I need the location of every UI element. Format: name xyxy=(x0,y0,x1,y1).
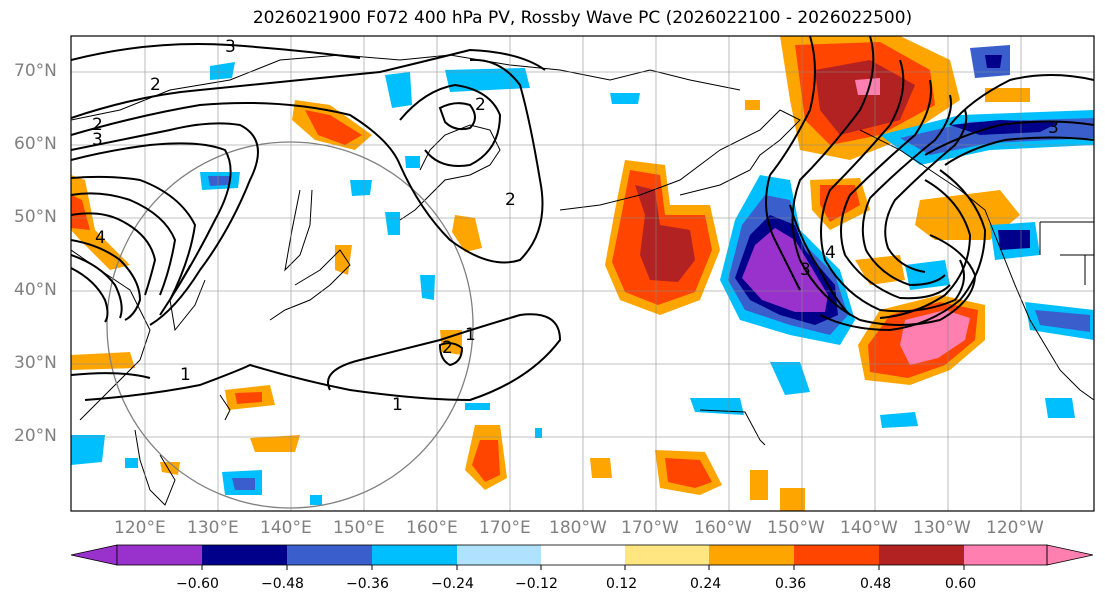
region-circle xyxy=(106,141,474,509)
colorbar-swatch xyxy=(625,545,709,565)
lat-label: 40°N xyxy=(14,280,57,300)
lon-label: 120°E xyxy=(114,518,166,538)
lon-label: 140°E xyxy=(260,518,312,538)
colorbar-tick-label: 0.60 xyxy=(945,576,977,592)
contour-label: 3 xyxy=(92,130,103,150)
colorbar-swatch xyxy=(794,545,879,565)
colorbar-extend-high xyxy=(1046,544,1094,566)
colorbar-tick-label: −0.60 xyxy=(176,576,219,592)
contour-labels: 1 1 1 2 2 2 2 2 3 3 3 3 4 4 xyxy=(92,37,1059,415)
colorbar-swatch xyxy=(457,545,541,565)
contour-label: 4 xyxy=(95,228,106,248)
lat-label: 70°N xyxy=(14,61,57,81)
colorbar-tick-label: 0.48 xyxy=(860,576,892,592)
map-frame xyxy=(70,35,1095,512)
colorbar xyxy=(70,544,1094,570)
lon-label: 170°E xyxy=(479,518,531,538)
colorbar-swatch xyxy=(117,545,202,565)
lon-label: 150°W xyxy=(767,518,825,538)
lat-label: 60°N xyxy=(14,134,57,154)
colorbar-swatch xyxy=(709,545,794,565)
colorbar-swatch xyxy=(541,545,625,565)
contour-label: 4 xyxy=(825,243,836,263)
lat-label: 50°N xyxy=(14,207,57,227)
lon-label: 150°E xyxy=(333,518,385,538)
colorbar-tick-label: −0.12 xyxy=(515,576,558,592)
lon-label: 130°W xyxy=(913,518,971,538)
colorbar-tick-label: 0.36 xyxy=(775,576,807,592)
lat-label: 30°N xyxy=(14,353,57,373)
lon-label: 160°W xyxy=(694,518,752,538)
colorbar-tick-label: −0.36 xyxy=(346,576,389,592)
pv-anomaly-fill xyxy=(71,36,1094,511)
colorbar-swatch xyxy=(372,545,457,565)
lat-label: 20°N xyxy=(14,426,57,446)
contour-label: 3 xyxy=(1048,118,1059,138)
map-title: 2026021900 F072 400 hPa PV, Rossby Wave … xyxy=(252,8,913,28)
contour-label: 2 xyxy=(150,75,161,95)
contour-label: 1 xyxy=(392,395,403,415)
contour-label: 1 xyxy=(180,365,191,385)
lon-label: 170°W xyxy=(621,518,679,538)
contour-label: 3 xyxy=(225,37,236,57)
colorbar-swatch xyxy=(287,545,372,565)
colorbar-tick-label: 0.12 xyxy=(606,576,638,592)
lon-label: 160°E xyxy=(406,518,458,538)
contour-label: 3 xyxy=(800,260,811,280)
lon-label: 120°W xyxy=(986,518,1044,538)
colorbar-swatch xyxy=(964,545,1047,565)
pv-contours xyxy=(71,36,1094,402)
lon-label: 180°W xyxy=(549,518,607,538)
contour-label: 2 xyxy=(442,338,453,358)
colorbar-swatch xyxy=(879,545,964,565)
colorbar-tick-label: −0.48 xyxy=(261,576,304,592)
colorbar-tick-label: −0.24 xyxy=(431,576,474,592)
contour-label: 1 xyxy=(465,325,476,345)
colorbar-tick-label: 0.24 xyxy=(690,576,722,592)
lon-label: 140°W xyxy=(840,518,898,538)
map-area: 1 1 1 2 2 2 2 2 3 3 3 3 4 4 xyxy=(71,36,1094,511)
lon-label: 130°E xyxy=(187,518,239,538)
colorbar-extend-low xyxy=(70,544,118,566)
colorbar-swatch xyxy=(202,545,287,565)
contour-label: 2 xyxy=(505,190,516,210)
contour-label: 2 xyxy=(92,115,103,135)
contour-label: 2 xyxy=(475,95,486,115)
